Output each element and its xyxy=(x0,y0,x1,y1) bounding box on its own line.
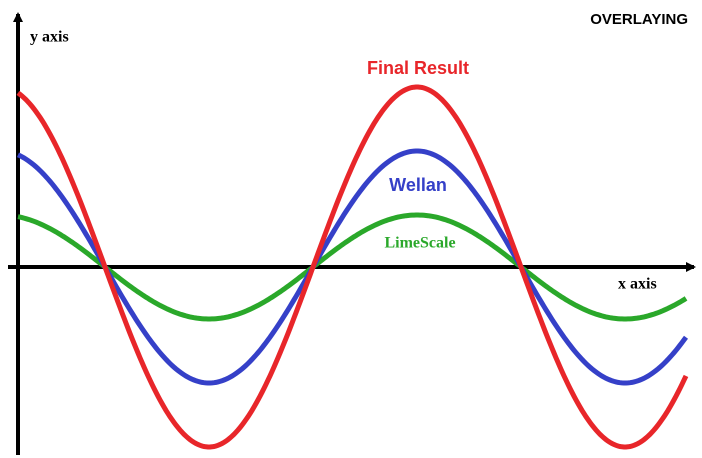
wave-label: Wellan xyxy=(389,175,447,195)
wave-label: Final Result xyxy=(367,58,469,78)
wave xyxy=(16,148,689,386)
wave-label: LimeScale xyxy=(384,235,455,252)
wave xyxy=(17,212,688,322)
x-axis-label: x axis xyxy=(618,276,657,293)
waves xyxy=(16,84,689,450)
title: OVERLAYING xyxy=(590,11,688,28)
y-axis-label: y axis xyxy=(30,29,69,46)
wave xyxy=(16,84,689,450)
